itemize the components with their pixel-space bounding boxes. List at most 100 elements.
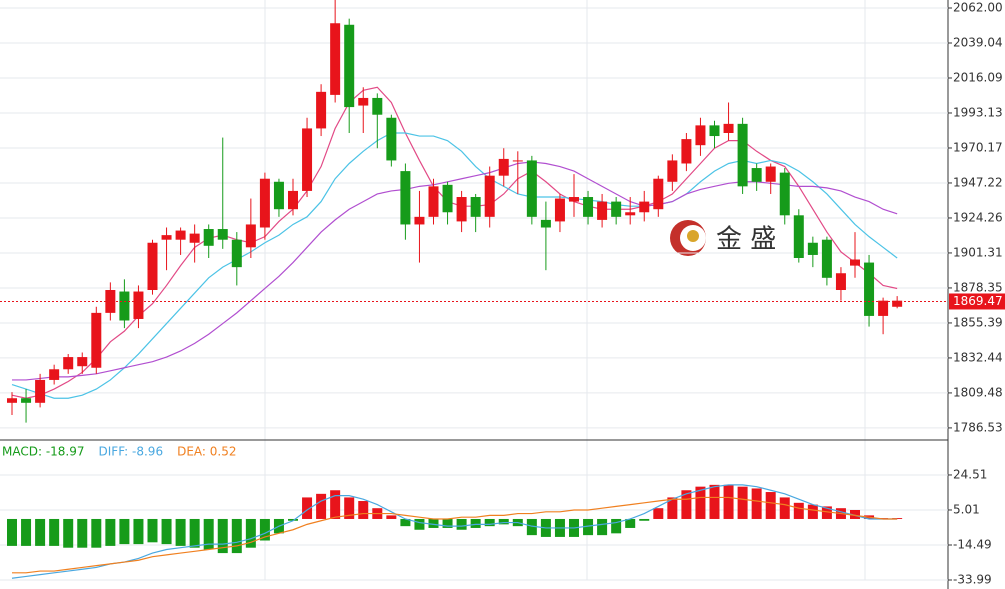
macd-bar — [203, 518, 214, 550]
candle-body — [161, 235, 172, 240]
macd-bar — [583, 518, 594, 536]
candle-body — [653, 178, 664, 210]
candle-body — [428, 186, 439, 217]
candle-body — [821, 239, 832, 278]
moving-average-line — [11, 132, 898, 399]
macd-bar — [793, 502, 804, 519]
macd-bar — [7, 518, 17, 546]
macd-bar — [358, 501, 369, 519]
y-tick-label: 1786.53 — [953, 420, 1003, 434]
candle-body — [203, 229, 214, 246]
y-tick-label: 2039.04 — [953, 36, 1003, 50]
candle-body — [245, 224, 256, 248]
candle-body — [569, 197, 579, 202]
y-tick-label: 1809.48 — [953, 385, 1003, 399]
macd-bar — [231, 518, 242, 554]
macd-bar — [709, 484, 720, 519]
candle-body — [484, 175, 495, 217]
y-tick-label: 1878.35 — [953, 280, 1003, 294]
candle-body — [892, 300, 903, 307]
candle-body — [667, 160, 678, 182]
y-tick-label: 1901.31 — [953, 245, 1003, 259]
macd-bar — [779, 497, 790, 519]
moving-average-line — [12, 161, 898, 381]
candle-body — [259, 178, 270, 228]
macd-bar — [49, 518, 60, 546]
macd-bar — [498, 518, 509, 525]
candle-body — [330, 23, 341, 95]
candle-body — [779, 172, 790, 216]
candle-body — [737, 123, 748, 187]
y-tick-label: 1924.26 — [953, 210, 1003, 224]
candle-body — [625, 212, 636, 216]
y-tick-label: 1855.39 — [953, 315, 1003, 329]
macd-bar — [850, 509, 860, 519]
y-tick-label: 1832.44 — [953, 350, 1003, 364]
macd-bar — [35, 518, 46, 546]
candle-body — [512, 160, 523, 162]
macd-bar — [400, 518, 411, 527]
candle-body — [751, 168, 762, 182]
candle-body — [681, 139, 692, 164]
y-tick-label: 1947.22 — [953, 175, 1003, 189]
candle-body — [35, 379, 46, 403]
candle-body — [302, 128, 313, 191]
macd-bar — [723, 484, 734, 519]
candle-body — [807, 242, 818, 255]
candle-body — [864, 262, 875, 316]
y-tick-label: 5.01 — [953, 502, 980, 516]
macd-bar — [821, 506, 832, 519]
candle-body — [639, 201, 650, 213]
last-price-label: 1869.47 — [953, 294, 1003, 308]
macd-bar — [597, 518, 608, 536]
candle-body — [793, 215, 804, 258]
macd-bar — [470, 518, 481, 528]
indicator-label: DIFF: -8.96 — [99, 445, 164, 459]
candle-body — [49, 369, 60, 380]
macd-bar — [765, 492, 776, 519]
macd-bar — [442, 518, 453, 528]
macd-bar — [316, 493, 327, 519]
macd-bar — [751, 488, 762, 519]
candle-body — [695, 125, 706, 146]
candle-body — [147, 242, 158, 291]
candle-body — [526, 160, 537, 217]
candle-body — [7, 398, 17, 403]
watermark: 金 盛 — [716, 225, 776, 255]
candle-body — [442, 184, 453, 213]
y-tick-label: 1970.17 — [953, 140, 1003, 154]
candle-body — [498, 158, 509, 176]
macd-bar — [133, 518, 144, 545]
candle-body — [273, 181, 284, 210]
macd-bar — [21, 518, 32, 546]
candle-body — [91, 312, 102, 368]
macd-bar — [456, 518, 467, 530]
macd-bar — [288, 518, 298, 521]
candle-body — [470, 197, 481, 217]
candle-body — [288, 190, 298, 210]
macd-bar — [681, 490, 692, 519]
macd-bar — [526, 518, 537, 536]
y-tick-label: 1993.13 — [953, 105, 1003, 119]
macd-bar — [639, 518, 650, 521]
macd-bar — [189, 518, 200, 548]
y-tick-label: -14.49 — [953, 537, 992, 551]
macd-bar — [414, 518, 425, 530]
macd-bar — [302, 497, 313, 519]
macd-bar — [611, 518, 622, 534]
moving-average-line — [11, 86, 898, 399]
candle-body — [189, 233, 200, 243]
y-tick-label: 2062.00 — [953, 1, 1003, 15]
macd-bar — [217, 518, 228, 554]
candle-body — [850, 259, 860, 266]
last-price-box — [949, 293, 1005, 310]
candle-body — [597, 201, 608, 220]
macd-bar — [175, 518, 186, 546]
candle-body — [540, 219, 551, 228]
candle-body — [316, 91, 327, 129]
indicator-label: MACD: -18.97 — [2, 445, 85, 459]
candle-body — [765, 166, 776, 182]
macd-bar — [330, 490, 341, 519]
candle-body — [583, 197, 594, 217]
